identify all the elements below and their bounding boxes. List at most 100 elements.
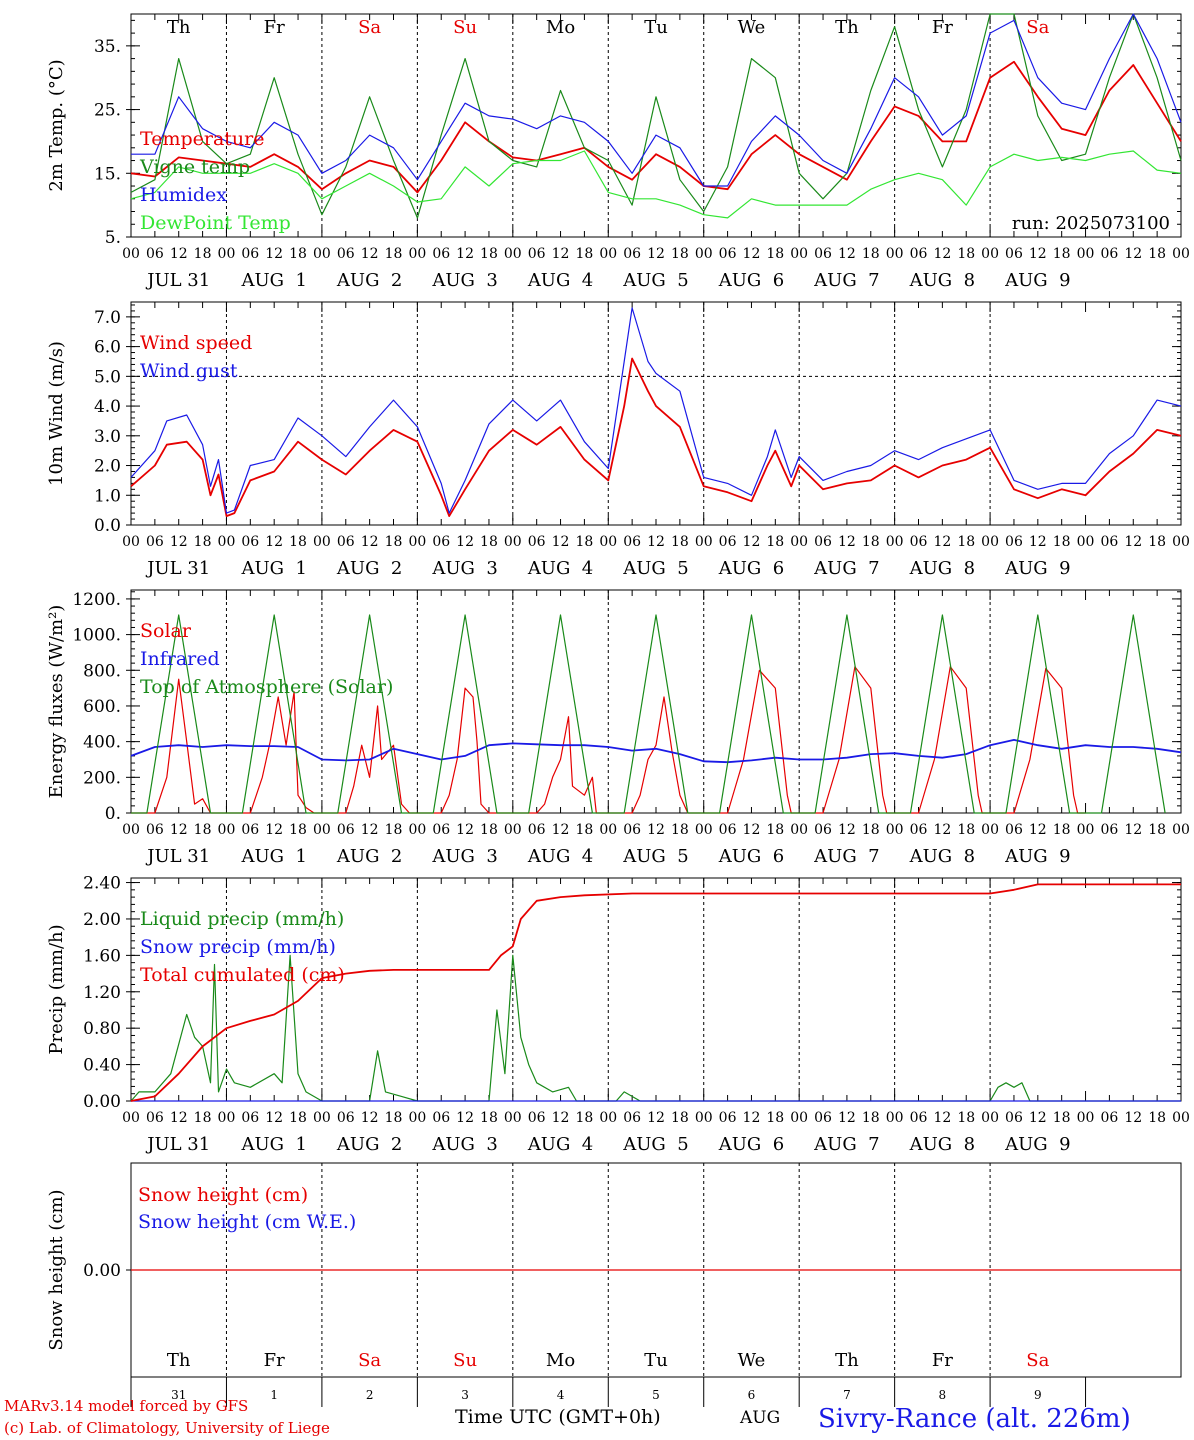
footer: MARv3.14 model forced by GFS (c) Lab. of… bbox=[4, 1397, 1131, 1437]
x-hour-label: 12 bbox=[1029, 822, 1047, 838]
day-name-label: Mo bbox=[546, 1350, 575, 1371]
x-hour-label: 18 bbox=[671, 534, 689, 550]
x-date-label: AUG 1 bbox=[240, 270, 306, 291]
legend-entry: Humidex bbox=[140, 184, 227, 206]
x-date-label: AUG 9 bbox=[1004, 1134, 1070, 1155]
day-name-label: Su bbox=[453, 1350, 477, 1371]
x-hour-label: 06 bbox=[719, 822, 737, 838]
x-hour-label: 12 bbox=[933, 534, 951, 550]
x-hour-label: 00 bbox=[695, 822, 713, 838]
y-tick-label: 4.0 bbox=[94, 397, 121, 417]
x-hour-label: 18 bbox=[480, 534, 498, 550]
x-hour-label: 18 bbox=[671, 1110, 689, 1126]
panel-2: 0.0 1.0 2.0 3.0 4.0 5.0 6.0 7.0 10m Wind (m/s) 00… bbox=[46, 301, 1190, 579]
x-hour-label: 06 bbox=[337, 534, 355, 550]
x-hour-label: 06 bbox=[241, 822, 259, 838]
run-annotation: run: 2025073100 bbox=[1012, 213, 1170, 234]
x-hour-label: 06 bbox=[146, 822, 164, 838]
x-hour-label: 06 bbox=[910, 534, 928, 550]
x-hour-label: 12 bbox=[838, 534, 856, 550]
x-hour-label: 18 bbox=[1053, 822, 1071, 838]
x-hour-label: 12 bbox=[838, 1110, 856, 1126]
y-tick-label: 0.40 bbox=[83, 1056, 121, 1076]
x-hour-label: 06 bbox=[623, 246, 641, 262]
x-hour-label: 18 bbox=[766, 534, 784, 550]
x-hour-label: 12 bbox=[552, 534, 570, 550]
x-hour-label: 12 bbox=[1124, 822, 1142, 838]
x-hour-label: 00 bbox=[122, 822, 140, 838]
x-hour-label: 12 bbox=[456, 246, 474, 262]
x-hour-label: 06 bbox=[337, 246, 355, 262]
x-hour-label: 06 bbox=[1005, 534, 1023, 550]
x-hour-label: 12 bbox=[1124, 246, 1142, 262]
x-hour-label: 18 bbox=[289, 246, 307, 262]
x-hour-label: 06 bbox=[1100, 246, 1118, 262]
legend-entry: Vigne temp bbox=[139, 156, 250, 178]
x-hour-label: 06 bbox=[528, 822, 546, 838]
x-hour-label: 12 bbox=[647, 1110, 665, 1126]
legend-entry: Solar bbox=[140, 620, 192, 642]
x-hour-label: 06 bbox=[910, 1110, 928, 1126]
x-date-label: JUL 31 bbox=[145, 270, 210, 291]
series-line-liquid-precip-mm-h bbox=[130, 954, 1181, 1102]
x-hour-label: 06 bbox=[241, 1110, 259, 1126]
x-hour-label: 06 bbox=[146, 246, 164, 262]
legend-entry: Snow height (cm) bbox=[138, 1184, 308, 1206]
y-tick-label: 2.0 bbox=[94, 457, 121, 477]
day-name-label: Fr bbox=[264, 1350, 285, 1371]
x-date-label: AUG 3 bbox=[431, 270, 497, 291]
x-hour-label: 12 bbox=[265, 822, 283, 838]
y-tick-label: 2.40 bbox=[83, 874, 121, 894]
location-title: Sivry-Rance (alt. 226m) bbox=[818, 1404, 1131, 1434]
x-hour-label: 18 bbox=[289, 822, 307, 838]
y-tick-label: 25. bbox=[94, 101, 121, 121]
x-hour-label: 00 bbox=[408, 822, 426, 838]
x-hour-label: 12 bbox=[552, 1110, 570, 1126]
day-name-label: Th bbox=[835, 1350, 859, 1371]
y-tick-label: 600. bbox=[83, 697, 121, 717]
x-hour-label: 12 bbox=[170, 534, 188, 550]
x-hour-label: 18 bbox=[289, 534, 307, 550]
x-hour-label: 06 bbox=[623, 1110, 641, 1126]
x-hour-label: 12 bbox=[743, 822, 761, 838]
x-hour-label: 06 bbox=[910, 822, 928, 838]
day-name-label: Su bbox=[453, 17, 477, 38]
x-hour-label: 18 bbox=[957, 534, 975, 550]
x-hour-label: 18 bbox=[1148, 1110, 1166, 1126]
x-hour-label: 00 bbox=[218, 1110, 236, 1126]
x-hour-label: 18 bbox=[862, 1110, 880, 1126]
x-hour-label: 06 bbox=[910, 246, 928, 262]
x-hour-label: 12 bbox=[1029, 246, 1047, 262]
x-hour-label: 12 bbox=[743, 534, 761, 550]
x-hour-label: 06 bbox=[432, 246, 450, 262]
day-number-label: 31 bbox=[171, 1388, 186, 1402]
x-hour-label: 12 bbox=[1124, 534, 1142, 550]
x-hour-label: 12 bbox=[933, 246, 951, 262]
y-tick-label: 3.0 bbox=[94, 427, 121, 447]
series-line-vigne-temp bbox=[130, 13, 1182, 219]
x-hour-label: 00 bbox=[695, 246, 713, 262]
day-name-label: Th bbox=[167, 17, 191, 38]
y-tick-label: 0.00 bbox=[83, 1261, 121, 1281]
x-hour-label: 12 bbox=[361, 822, 379, 838]
x-hour-label: 00 bbox=[313, 1110, 331, 1126]
day-number-label: 9 bbox=[1034, 1388, 1042, 1402]
x-hour-label: 12 bbox=[456, 534, 474, 550]
x-hour-label: 12 bbox=[933, 822, 951, 838]
x-date-label: AUG 4 bbox=[527, 558, 593, 579]
x-hour-label: 12 bbox=[933, 1110, 951, 1126]
x-date-label: AUG 8 bbox=[909, 270, 975, 291]
x-hour-label: 00 bbox=[313, 534, 331, 550]
x-date-label: AUG 5 bbox=[622, 558, 688, 579]
x-hour-label: 00 bbox=[408, 246, 426, 262]
x-hour-label: 00 bbox=[122, 534, 140, 550]
x-hour-label: 00 bbox=[981, 534, 999, 550]
y-tick-label: 7.0 bbox=[94, 308, 121, 328]
x-hour-label: 00 bbox=[504, 822, 522, 838]
x-hour-label: 12 bbox=[552, 822, 570, 838]
x-hour-label: 18 bbox=[957, 1110, 975, 1126]
series-line-humidex bbox=[131, 13, 1182, 187]
x-hour-label: 18 bbox=[766, 246, 784, 262]
x-hour-label: 00 bbox=[1077, 1110, 1095, 1126]
